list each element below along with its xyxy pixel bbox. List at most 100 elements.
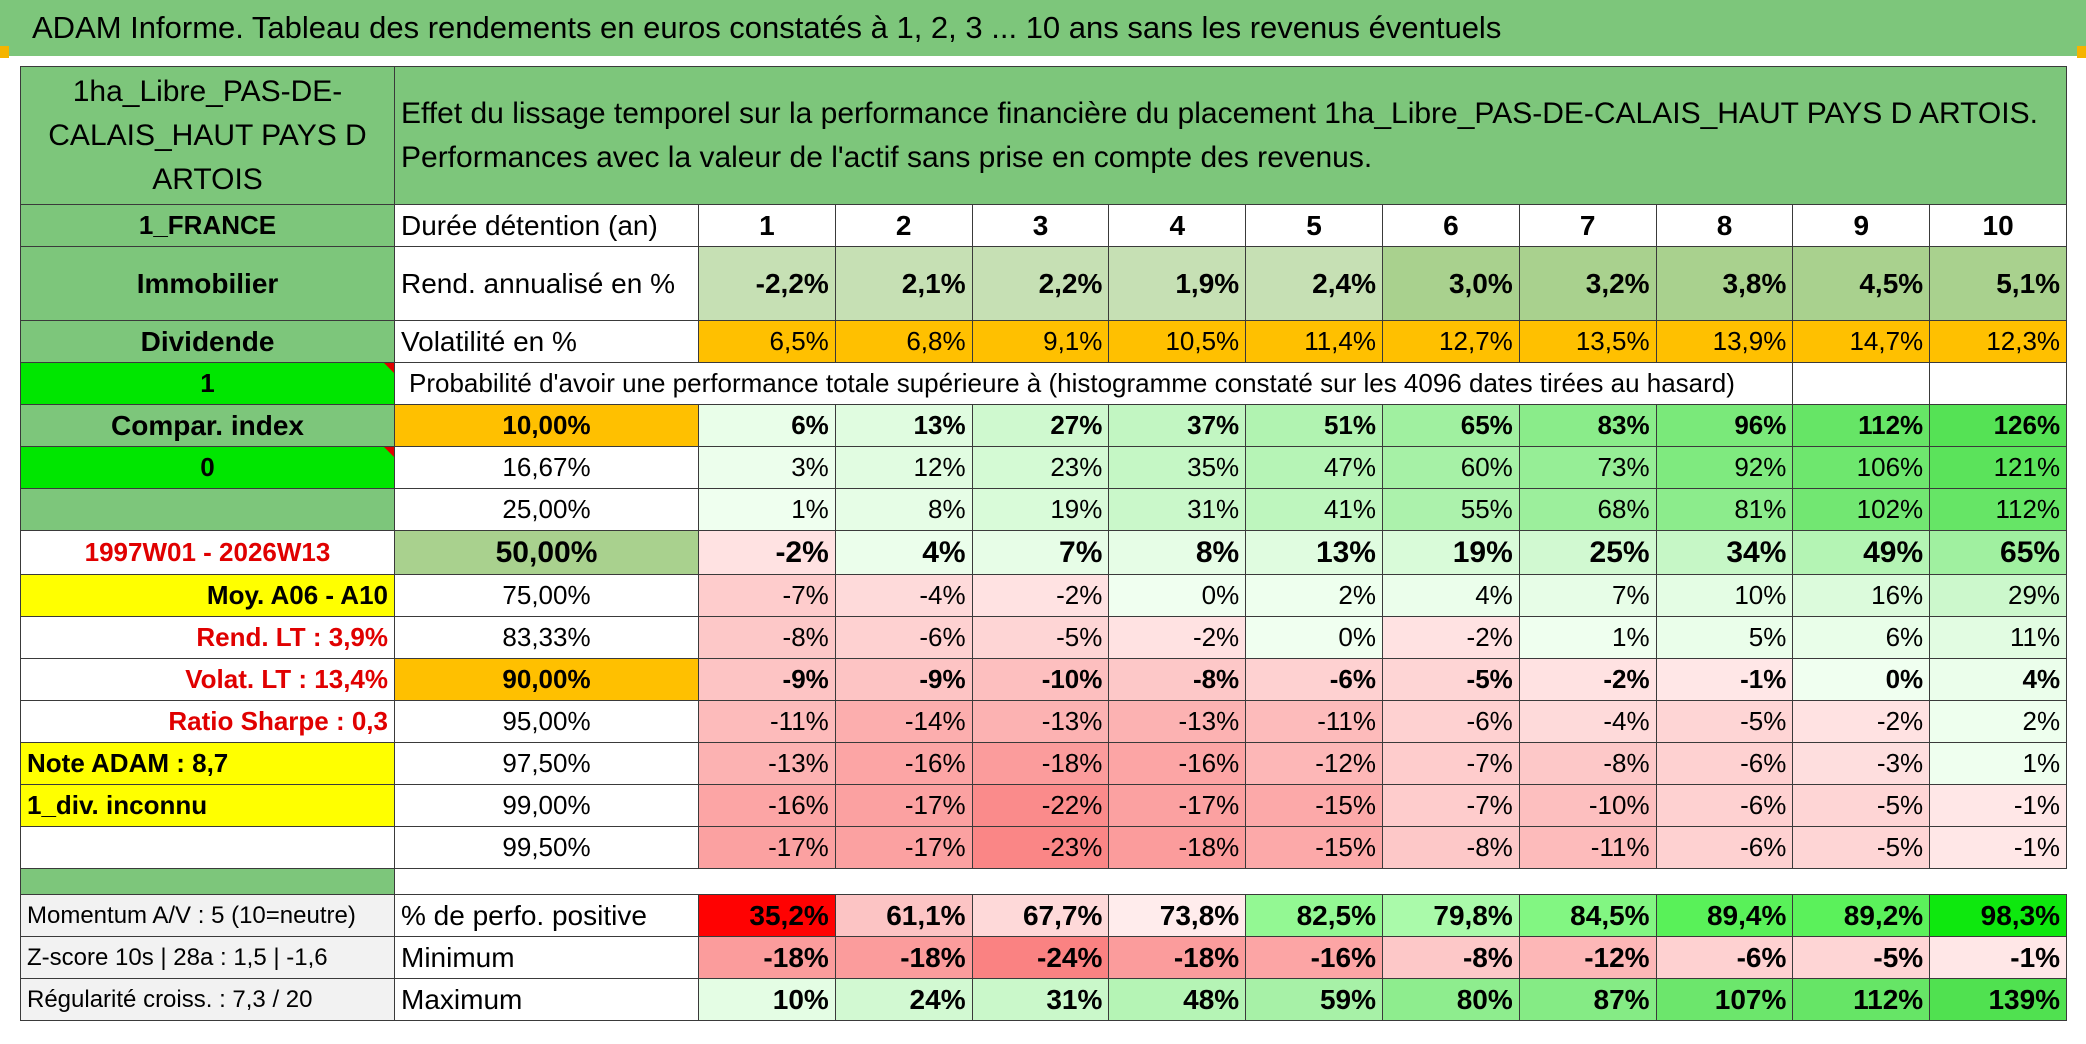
percentile-value: 8% [1108,530,1247,575]
percentile-value: 6% [1792,616,1931,659]
rend-value: 4,5% [1792,246,1931,321]
percentile-value: -17% [834,784,973,827]
vol-value: 12,7% [1381,320,1520,363]
percentile-value: -11% [698,700,836,743]
percentile-value: -16% [1108,742,1247,785]
rend-value: 5,1% [1929,246,2068,321]
percentile-value: -1% [1929,826,2068,869]
percentile-value: 23% [971,446,1110,489]
empty-cell [1929,362,2068,405]
percentile-value: -12% [1245,742,1383,785]
percentile-value: -5% [1655,700,1794,743]
percentile-value: -3% [1792,742,1931,785]
minimum-label: Minimum [394,936,699,979]
percentile-value: 35% [1108,446,1247,489]
percentile-value: -22% [971,784,1110,827]
percentile-value: 112% [1792,404,1931,447]
minimum-value: -12% [1518,936,1657,979]
percentile-value: 41% [1245,488,1383,531]
div-label: 1_div. inconnu [20,784,395,827]
corner-marker-icon [0,46,9,58]
percentile-value: -17% [698,826,836,869]
percentile-value: 4% [1929,658,2068,701]
empty-cell [1792,362,1931,405]
year-header: 2 [834,204,973,247]
percentile-value: 4% [834,530,973,575]
year-header: 5 [1245,204,1383,247]
percentile-value: 65% [1929,530,2068,575]
percentile-label: 10,00% [394,404,699,447]
percentile-value: -6% [1245,658,1383,701]
country-label: 1_FRANCE [20,204,395,247]
percentile-value: -2% [971,574,1110,617]
percentile-value: 102% [1792,488,1931,531]
percentile-value: -15% [1245,784,1383,827]
percentile-value: -13% [1108,700,1247,743]
percentile-value: -6% [1655,742,1794,785]
percentile-value: -8% [1518,742,1657,785]
rend-value: 1,9% [1108,246,1247,321]
percentile-value: 8% [834,488,973,531]
percentile-value: 34% [1655,530,1794,575]
minimum-value: -16% [1245,936,1383,979]
blank-green-cell [20,868,395,895]
maximum-value: 48% [1108,978,1247,1021]
percentile-value: -2% [1108,616,1247,659]
year-header: 7 [1518,204,1657,247]
percentile-value: -7% [1381,742,1520,785]
flag-one-cell: 1 [20,362,395,405]
percentile-value: -5% [1792,826,1931,869]
minimum-value: -5% [1792,936,1931,979]
percentile-value: 92% [1655,446,1794,489]
percentile-value: 25% [1518,530,1657,575]
rend-value: 3,8% [1655,246,1794,321]
positive-value: 61,1% [834,894,973,937]
percentile-value: -6% [834,616,973,659]
percentile-value: -1% [1655,658,1794,701]
percentile-value: -2% [1518,658,1657,701]
positive-value: 89,2% [1792,894,1931,937]
percentile-value: -17% [834,826,973,869]
percentile-value: -16% [698,784,836,827]
percentile-value: -16% [834,742,973,785]
sharpe-label: Ratio Sharpe : 0,3 [20,700,395,743]
percentile-value: 2% [1245,574,1383,617]
percentile-label: 99,50% [394,826,699,869]
year-header: 3 [971,204,1110,247]
percentile-value: -13% [698,742,836,785]
percentile-value: -10% [971,658,1110,701]
percentile-value: -18% [971,742,1110,785]
percentile-value: 47% [1245,446,1383,489]
year-header: 6 [1381,204,1520,247]
maximum-value: 31% [971,978,1110,1021]
percentile-value: -23% [971,826,1110,869]
maximum-value: 80% [1381,978,1520,1021]
percentile-value: -6% [1655,784,1794,827]
duree-label: Durée détention (an) [394,204,699,247]
percentile-value: 55% [1381,488,1520,531]
maximum-value: 112% [1792,978,1931,1021]
percentile-value: 11% [1929,616,2068,659]
percentile-value: 96% [1655,404,1794,447]
maximum-label: Maximum [394,978,699,1021]
rend-label: Rend. annualisé en % [394,246,699,321]
percentile-value: 7% [971,530,1110,575]
description-line-2: Performances avec la valeur de l'actif s… [401,140,1373,174]
positive-value: 73,8% [1108,894,1247,937]
percentile-value: 37% [1108,404,1247,447]
minimum-value: -18% [834,936,973,979]
minimum-value: -1% [1929,936,2068,979]
percentile-label: 83,33% [394,616,699,659]
flag-zero-cell: 0 [20,446,395,489]
regularite-label: Régularité croiss. : 7,3 / 20 [20,978,395,1021]
maximum-value: 59% [1245,978,1383,1021]
category-label: Immobilier [20,246,395,321]
percentile-value: 1% [1929,742,2068,785]
percentile-value: -5% [1381,658,1520,701]
blank-green-cell [20,488,395,531]
percentile-value: 16% [1792,574,1931,617]
asset-name-cell: 1ha_Libre_PAS-DE-CALAIS_HAUT PAYS D ARTO… [20,66,395,205]
percentile-value: 10% [1655,574,1794,617]
minimum-value: -18% [698,936,836,979]
year-header: 10 [1929,204,2068,247]
